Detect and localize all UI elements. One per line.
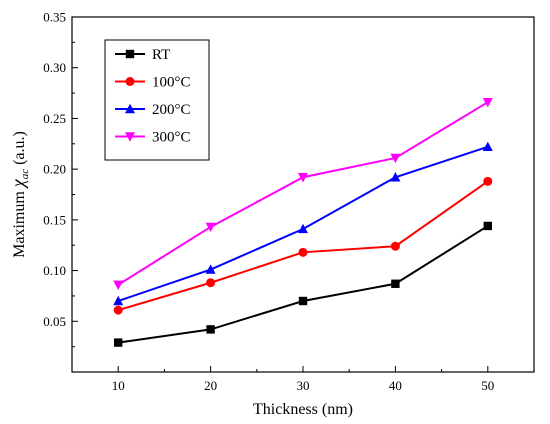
legend-label: 300°C xyxy=(152,130,191,146)
x-tick-label: 10 xyxy=(112,378,125,393)
data-point xyxy=(206,325,215,334)
legend-marker xyxy=(125,49,135,59)
data-point xyxy=(482,141,493,152)
series-group xyxy=(113,98,493,347)
data-point xyxy=(390,153,401,164)
x-axis-label: Thickness (nm) xyxy=(253,401,353,418)
legend-label: 200°C xyxy=(152,102,191,118)
legend-box xyxy=(104,39,210,161)
data-point xyxy=(482,98,493,108)
series-1 xyxy=(114,221,492,347)
data-point xyxy=(205,222,216,233)
legend-label: 100°C xyxy=(152,75,191,91)
y-axis-label-symbol: χ xyxy=(8,178,28,189)
y-axis-label-suffix: (a.u.) xyxy=(11,131,28,169)
y-tick-label: 0.35 xyxy=(43,10,66,25)
legend-item: 300°C xyxy=(115,130,191,146)
x-ticks: 10 20 30 40 50 xyxy=(71,366,535,393)
y-axis-label: Maximum χac (a.u.) xyxy=(8,131,31,258)
legend: RT 100°C 200°C 300°C xyxy=(104,39,210,161)
legend-marker xyxy=(125,103,135,114)
data-point xyxy=(298,296,308,306)
data-point xyxy=(390,241,400,251)
legend-item: RT xyxy=(115,47,170,63)
legend-label: RT xyxy=(152,47,170,63)
data-point xyxy=(205,264,216,274)
series-line xyxy=(117,180,489,312)
y-axis-label-prefix: Maximum xyxy=(11,187,28,258)
legend-item: 100°C xyxy=(115,75,191,91)
x-tick-label: 20 xyxy=(204,378,217,393)
y-axis-label-subscript: ac xyxy=(19,169,31,180)
y-tick-label: 0.30 xyxy=(43,60,66,75)
y-ticks: 0.05 0.10 0.15 0.20 0.25 0.30 0.35 xyxy=(43,10,78,348)
legend-marker xyxy=(125,132,135,142)
data-point xyxy=(206,278,216,288)
y-tick-label: 0.10 xyxy=(43,263,66,278)
data-point xyxy=(391,279,400,288)
x-tick-label: 50 xyxy=(481,378,494,393)
data-point xyxy=(113,280,124,290)
data-point xyxy=(483,221,492,231)
data-point xyxy=(113,305,123,315)
data-point xyxy=(390,172,401,182)
data-point xyxy=(114,338,123,347)
data-point xyxy=(113,295,124,306)
x-tick-label: 30 xyxy=(297,378,310,393)
series-4 xyxy=(113,98,493,290)
series-3 xyxy=(113,141,493,306)
series-2 xyxy=(113,176,493,315)
data-point xyxy=(298,247,308,257)
data-point xyxy=(483,176,493,186)
x-tick-label: 40 xyxy=(389,378,402,393)
y-tick-label: 0.05 xyxy=(43,314,66,329)
y-tick-label: 0.15 xyxy=(43,212,66,227)
legend-marker xyxy=(125,77,135,86)
y-tick-label: 0.20 xyxy=(43,162,66,177)
legend-item: 200°C xyxy=(115,102,191,118)
data-point xyxy=(298,173,308,183)
data-point xyxy=(298,223,308,234)
y-tick-label: 0.25 xyxy=(43,111,66,126)
series-line xyxy=(118,225,489,344)
